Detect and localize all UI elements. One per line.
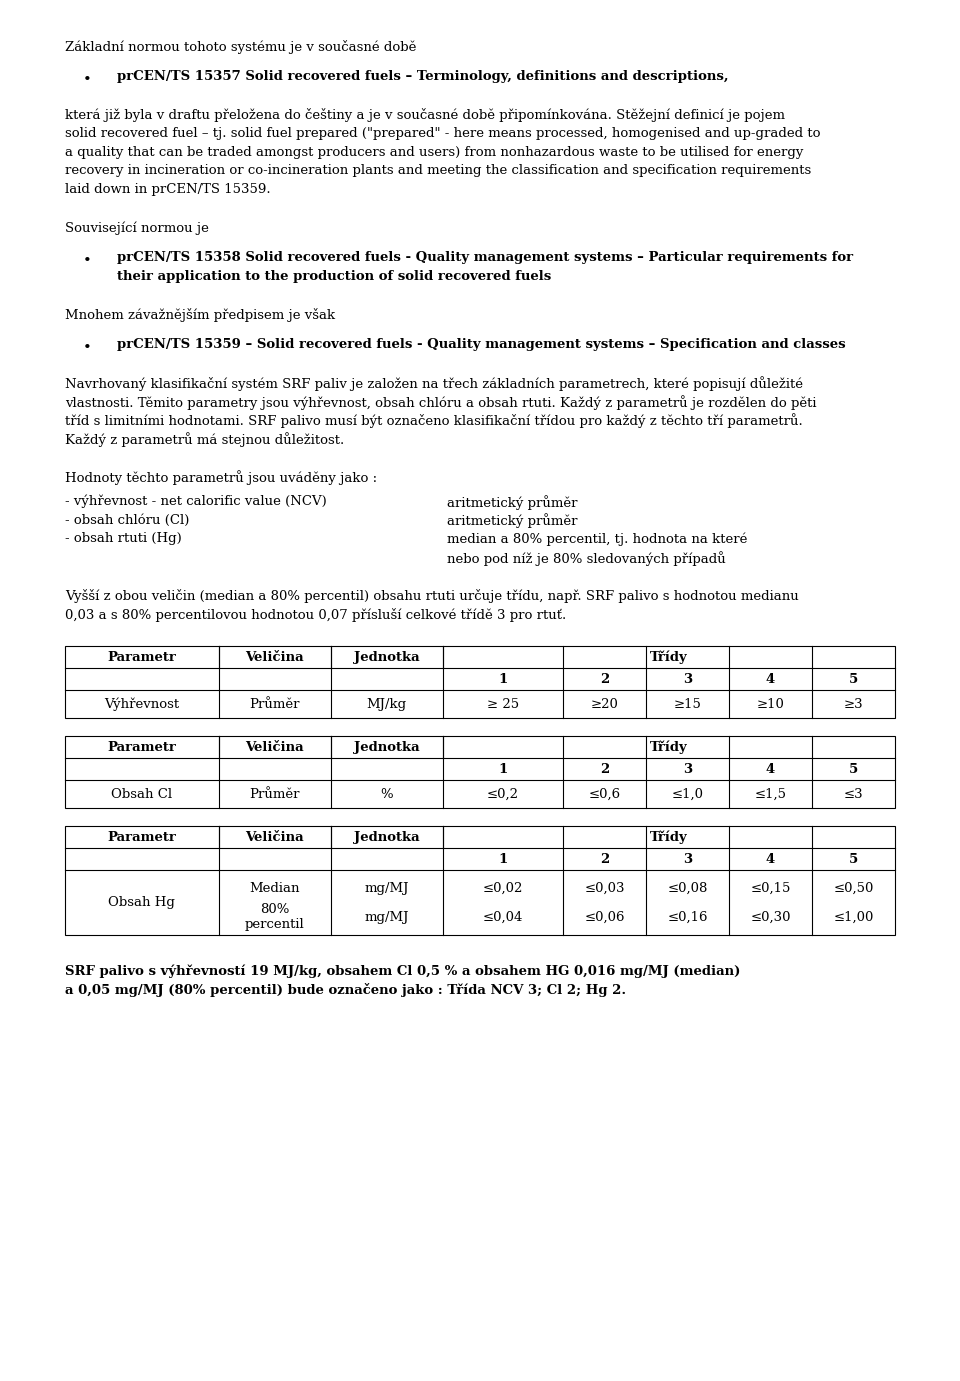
Text: 4: 4 xyxy=(766,852,775,866)
Text: 3: 3 xyxy=(683,852,692,866)
Text: vlastnosti. Těmito parametry jsou výhřevnost, obsah chlóru a obsah rtuti. Každý : vlastnosti. Těmito parametry jsou výhřev… xyxy=(65,395,817,410)
Text: SRF palivo s výhřevností 19 MJ/kg, obsahem Cl 0,5 % a obsahem HG 0,016 mg/MJ (me: SRF palivo s výhřevností 19 MJ/kg, obsah… xyxy=(65,964,740,978)
Text: Jednotka: Jednotka xyxy=(354,740,420,754)
Text: 5: 5 xyxy=(849,852,858,866)
Text: Obsah Hg: Obsah Hg xyxy=(108,896,176,909)
Text: ≥ 25: ≥ 25 xyxy=(487,697,519,711)
Text: Související normou je: Související normou je xyxy=(65,221,209,235)
Text: ≤0,16: ≤0,16 xyxy=(667,910,708,924)
Text: - obsah chlóru (Cl): - obsah chlóru (Cl) xyxy=(65,514,189,526)
Text: laid down in prCEN/TS 15359.: laid down in prCEN/TS 15359. xyxy=(65,184,271,196)
Text: ≤0,15: ≤0,15 xyxy=(751,882,791,895)
Text: 5: 5 xyxy=(849,673,858,686)
Text: 5: 5 xyxy=(849,762,858,776)
Text: ≤0,03: ≤0,03 xyxy=(585,882,625,895)
Text: Mnohem závažnějším předpisem je však: Mnohem závažnějším předpisem je však xyxy=(65,308,335,322)
Text: prCEN/TS 15359 – Solid recovered fuels - Quality management systems – Specificat: prCEN/TS 15359 – Solid recovered fuels -… xyxy=(117,338,846,351)
Text: ≤1,00: ≤1,00 xyxy=(833,910,874,924)
Text: Průměr: Průměr xyxy=(250,787,300,801)
Text: median a 80% percentil, tj. hodnota na které: median a 80% percentil, tj. hodnota na k… xyxy=(446,532,747,545)
Text: 4: 4 xyxy=(766,673,775,686)
Text: 1: 1 xyxy=(498,673,508,686)
Text: Obsah Cl: Obsah Cl xyxy=(111,787,173,801)
Text: •: • xyxy=(83,341,92,355)
Text: •: • xyxy=(83,254,92,268)
Text: ≤0,2: ≤0,2 xyxy=(487,787,518,801)
Bar xyxy=(65,826,895,935)
Text: %: % xyxy=(380,787,393,801)
Text: ≥15: ≥15 xyxy=(674,697,702,711)
Text: Každý z parametrů má stejnou důležitost.: Každý z parametrů má stejnou důležitost. xyxy=(65,432,345,447)
Text: ≤0,02: ≤0,02 xyxy=(483,882,523,895)
Text: Parametr: Parametr xyxy=(108,831,177,844)
Text: a 0,05 mg/MJ (80% percentil) bude označeno jako : Třída NCV 3; Cl 2; Hg 2.: a 0,05 mg/MJ (80% percentil) bude označe… xyxy=(65,983,626,997)
Text: ≤0,50: ≤0,50 xyxy=(833,882,874,895)
Text: MJ/kg: MJ/kg xyxy=(367,697,407,711)
Text: Třídy: Třídy xyxy=(650,650,687,664)
Text: ≤1,0: ≤1,0 xyxy=(671,787,704,801)
Text: aritmetický průměr: aritmetický průměr xyxy=(446,514,577,529)
Text: recovery in incineration or co-incineration plants and meeting the classificatio: recovery in incineration or co-incinerat… xyxy=(65,164,811,177)
Text: a quality that can be traded amongst producers and users) from nonhazardous wast: a quality that can be traded amongst pro… xyxy=(65,145,804,159)
Text: 2: 2 xyxy=(600,852,610,866)
Bar xyxy=(65,736,895,808)
Text: Jednotka: Jednotka xyxy=(354,650,420,664)
Text: 0,03 a s 80% percentilovou hodnotou 0,07 přísluší celkové třídě 3 pro rtuť.: 0,03 a s 80% percentilovou hodnotou 0,07… xyxy=(65,608,566,621)
Text: 2: 2 xyxy=(600,673,610,686)
Text: their application to the production of solid recovered fuels: their application to the production of s… xyxy=(117,269,551,283)
Text: 1: 1 xyxy=(498,852,508,866)
Text: Jednotka: Jednotka xyxy=(354,831,420,844)
Text: solid recovered fuel – tj. solid fuel prepared ("prepared" - here means processe: solid recovered fuel – tj. solid fuel pr… xyxy=(65,127,821,139)
Bar xyxy=(65,646,895,718)
Text: Parametr: Parametr xyxy=(108,650,177,664)
Text: mg/MJ: mg/MJ xyxy=(365,910,409,924)
Text: 4: 4 xyxy=(766,762,775,776)
Text: •: • xyxy=(83,73,92,87)
Text: Průměr: Průměr xyxy=(250,697,300,711)
Text: Navrhovaný klasifikační systém SRF paliv je založen na třech základních parametr: Navrhovaný klasifikační systém SRF paliv… xyxy=(65,376,803,391)
Text: 2: 2 xyxy=(600,762,610,776)
Text: ≥3: ≥3 xyxy=(844,697,863,711)
Text: Třídy: Třídy xyxy=(650,740,687,754)
Text: 80%
percentil: 80% percentil xyxy=(245,903,304,931)
Text: prCEN/TS 15358 Solid recovered fuels - Quality management systems – Particular r: prCEN/TS 15358 Solid recovered fuels - Q… xyxy=(117,251,853,264)
Text: nebo pod níž je 80% sledovaných případů: nebo pod níž je 80% sledovaných případů xyxy=(446,551,726,566)
Text: Parametr: Parametr xyxy=(108,740,177,754)
Text: Třídy: Třídy xyxy=(650,830,687,844)
Text: tříd s limitními hodnotami. SRF palivo musí být označeno klasifikační třídou pro: tříd s limitními hodnotami. SRF palivo m… xyxy=(65,414,803,428)
Text: Vyšší z obou veličin (median a 80% percentil) obsahu rtuti určuje třídu, např. S: Vyšší z obou veličin (median a 80% perce… xyxy=(65,590,799,603)
Text: ≤0,6: ≤0,6 xyxy=(588,787,620,801)
Text: mg/MJ: mg/MJ xyxy=(365,882,409,895)
Text: 3: 3 xyxy=(683,762,692,776)
Text: ≤1,5: ≤1,5 xyxy=(755,787,786,801)
Text: Veličina: Veličina xyxy=(245,831,304,844)
Text: Základní normou tohoto systému je v současné době: Základní normou tohoto systému je v souč… xyxy=(65,40,417,54)
Text: Median: Median xyxy=(250,882,300,895)
Text: Výhřevnost: Výhřevnost xyxy=(105,697,180,711)
Text: 1: 1 xyxy=(498,762,508,776)
Text: Veličina: Veličina xyxy=(245,740,304,754)
Text: Veličina: Veličina xyxy=(245,650,304,664)
Text: ≤0,04: ≤0,04 xyxy=(483,910,523,924)
Text: aritmetický průměr: aritmetický průměr xyxy=(446,494,577,510)
Text: - výhřevnost - net calorific value (NCV): - výhřevnost - net calorific value (NCV) xyxy=(65,494,326,508)
Text: ≥20: ≥20 xyxy=(590,697,618,711)
Text: která již byla v draftu přeložena do češtiny a je v současné době připomínkována: která již byla v draftu přeložena do češ… xyxy=(65,108,785,122)
Text: ≤0,08: ≤0,08 xyxy=(667,882,708,895)
Text: 3: 3 xyxy=(683,673,692,686)
Text: Hodnoty těchto parametrů jsou uváděny jako :: Hodnoty těchto parametrů jsou uváděny ja… xyxy=(65,471,377,486)
Text: - obsah rtuti (Hg): - obsah rtuti (Hg) xyxy=(65,532,181,545)
Text: prCEN/TS 15357 Solid recovered fuels – Terminology, definitions and descriptions: prCEN/TS 15357 Solid recovered fuels – T… xyxy=(117,70,729,83)
Text: ≤3: ≤3 xyxy=(844,787,863,801)
Text: ≤0,30: ≤0,30 xyxy=(751,910,791,924)
Text: ≥10: ≥10 xyxy=(756,697,784,711)
Text: ≤0,06: ≤0,06 xyxy=(585,910,625,924)
